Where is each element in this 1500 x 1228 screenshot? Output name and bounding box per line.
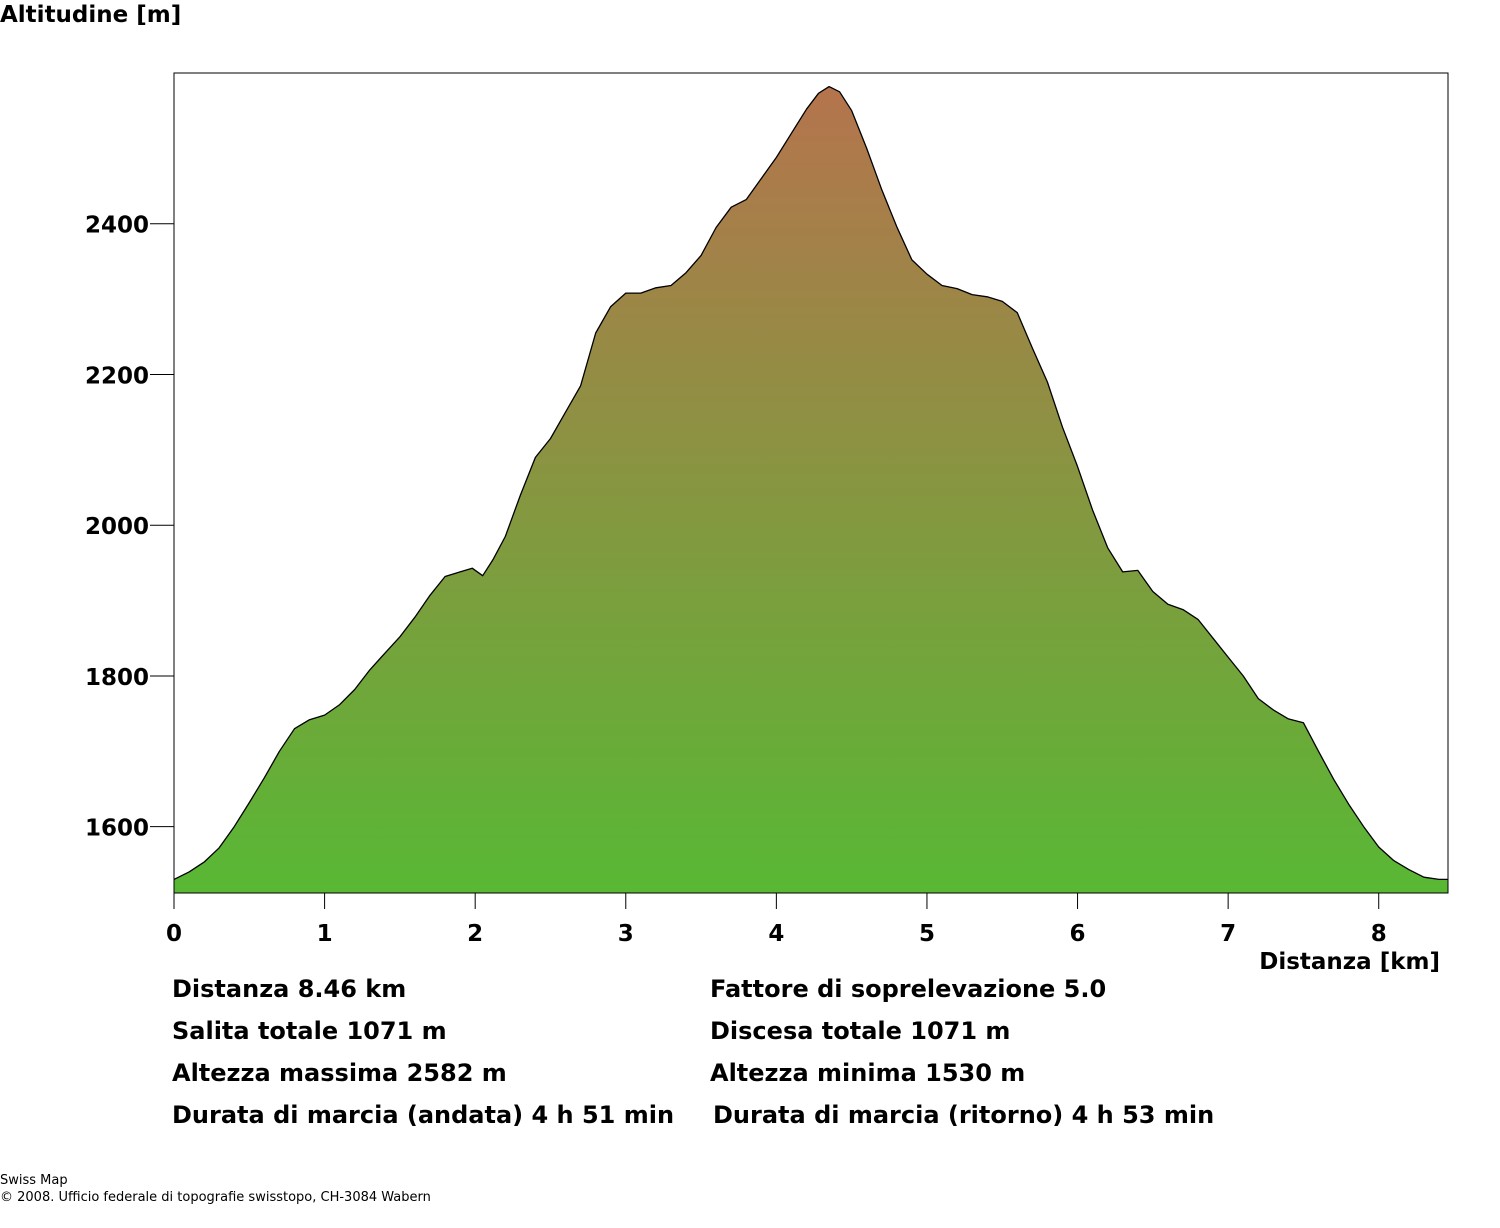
x-tick-label: 8 [1371, 921, 1387, 947]
x-tick-label: 4 [768, 921, 784, 947]
x-tick-label: 6 [1070, 921, 1086, 947]
x-tick-label: 2 [467, 921, 483, 947]
elevation-area [174, 87, 1448, 893]
stat-total-descent: Discesa totale 1071 m [710, 1017, 1010, 1045]
x-tick-label: 1 [317, 921, 333, 947]
stat-min-altitude: Altezza minima 1530 m [710, 1059, 1025, 1087]
footer-source: Swiss Map [0, 1173, 68, 1188]
footer-copyright: © 2008. Ufficio federale di topografie s… [0, 1190, 431, 1205]
stat-max-altitude: Altezza massima 2582 m [172, 1059, 507, 1087]
x-tick-label: 3 [618, 921, 634, 947]
stat-duration-outbound: Durata di marcia (andata) 4 h 51 min [172, 1101, 674, 1129]
y-tick-label: 2400 [85, 213, 149, 239]
x-axis-title: Distanza [km] [1259, 949, 1440, 975]
stat-total-ascent: Salita totale 1071 m [172, 1017, 447, 1045]
x-tick-label: 5 [919, 921, 935, 947]
stat-distance: Distanza 8.46 km [172, 975, 406, 1003]
x-tick-label: 7 [1220, 921, 1236, 947]
y-tick-label: 2000 [85, 514, 149, 540]
y-tick-label: 1600 [85, 816, 149, 842]
x-tick-label: 0 [166, 921, 182, 947]
y-tick-label: 2200 [85, 363, 149, 389]
elevation-profile-chart: 0 1 2 3 4 5 6 7 8 1600 1800 2000 2200 2400 Distanza [… [0, 0, 1500, 980]
y-tick-label: 1800 [85, 665, 149, 691]
stat-duration-return: Durata di marcia (ritorno) 4 h 53 min [713, 1101, 1214, 1129]
stat-exaggeration-factor: Fattore di soprelevazione 5.0 [710, 975, 1106, 1003]
